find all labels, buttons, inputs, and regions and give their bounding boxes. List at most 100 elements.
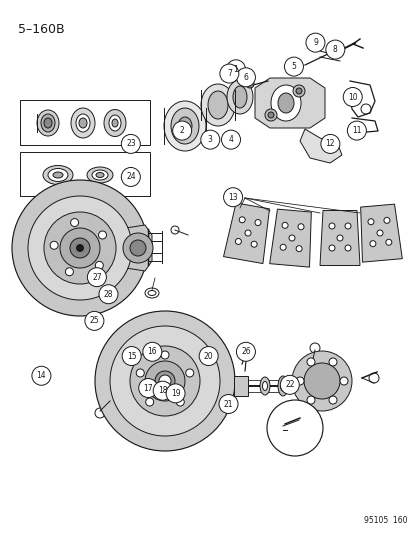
Text: 2: 2 (179, 126, 184, 135)
Circle shape (226, 60, 245, 79)
Ellipse shape (48, 168, 68, 182)
Text: 21: 21 (223, 400, 233, 408)
Circle shape (264, 109, 276, 121)
Ellipse shape (171, 108, 199, 144)
Ellipse shape (43, 166, 73, 184)
Ellipse shape (271, 85, 300, 121)
Circle shape (99, 285, 118, 304)
Ellipse shape (37, 110, 59, 136)
Circle shape (122, 346, 141, 366)
Circle shape (50, 241, 58, 249)
Circle shape (251, 241, 256, 247)
Text: 6: 6 (243, 73, 248, 82)
Circle shape (185, 369, 193, 377)
Circle shape (121, 134, 140, 154)
Ellipse shape (87, 167, 113, 183)
Circle shape (161, 377, 169, 385)
Text: 20: 20 (203, 352, 213, 360)
Text: 4: 4 (228, 135, 233, 144)
Circle shape (85, 311, 104, 330)
Text: 22: 22 (285, 381, 294, 389)
Circle shape (347, 121, 366, 140)
Text: 10: 10 (347, 93, 357, 101)
Circle shape (76, 244, 84, 252)
Text: 25: 25 (89, 317, 99, 325)
Ellipse shape (277, 93, 293, 113)
Text: 5–160B: 5–160B (18, 23, 64, 36)
Circle shape (130, 346, 199, 416)
Polygon shape (360, 204, 401, 262)
Ellipse shape (109, 115, 121, 131)
Ellipse shape (207, 91, 228, 119)
Circle shape (325, 40, 344, 59)
Circle shape (328, 358, 336, 366)
Circle shape (145, 398, 153, 406)
Polygon shape (269, 209, 311, 267)
Circle shape (87, 268, 106, 287)
Text: 3: 3 (207, 135, 212, 144)
Polygon shape (120, 225, 152, 271)
Polygon shape (223, 203, 269, 263)
Circle shape (292, 85, 304, 97)
Circle shape (159, 375, 171, 387)
Circle shape (110, 326, 219, 436)
Circle shape (239, 217, 244, 223)
Text: 19: 19 (170, 389, 180, 398)
Polygon shape (299, 129, 341, 163)
Text: 7: 7 (226, 69, 231, 78)
Ellipse shape (44, 118, 52, 128)
Text: 18: 18 (158, 386, 167, 395)
Circle shape (221, 130, 240, 149)
Ellipse shape (92, 170, 108, 180)
Ellipse shape (76, 114, 90, 132)
Circle shape (320, 134, 339, 154)
Circle shape (130, 240, 146, 256)
Circle shape (280, 375, 299, 394)
Circle shape (142, 342, 161, 361)
Circle shape (219, 64, 238, 83)
Circle shape (145, 361, 185, 401)
Text: 26: 26 (240, 348, 250, 356)
Circle shape (60, 228, 100, 268)
Polygon shape (254, 78, 324, 128)
Circle shape (383, 217, 389, 223)
Text: 14: 14 (36, 372, 46, 380)
Ellipse shape (104, 109, 126, 136)
Circle shape (70, 238, 90, 258)
Circle shape (367, 219, 373, 225)
Circle shape (344, 245, 350, 251)
Ellipse shape (164, 101, 206, 151)
Circle shape (280, 244, 285, 251)
Ellipse shape (53, 172, 63, 178)
Circle shape (295, 377, 303, 385)
Ellipse shape (201, 84, 235, 126)
Text: 17: 17 (143, 384, 153, 392)
Circle shape (303, 363, 339, 399)
Circle shape (121, 167, 140, 187)
Ellipse shape (79, 118, 87, 128)
Circle shape (291, 351, 351, 411)
Circle shape (328, 245, 334, 251)
Circle shape (306, 358, 314, 366)
Text: 27: 27 (92, 273, 102, 281)
Ellipse shape (259, 377, 269, 395)
Circle shape (95, 311, 235, 451)
Circle shape (136, 369, 144, 377)
Circle shape (154, 371, 175, 391)
Circle shape (284, 57, 303, 76)
Circle shape (344, 223, 350, 229)
Circle shape (336, 235, 342, 241)
Circle shape (254, 220, 260, 225)
Ellipse shape (178, 117, 192, 135)
Circle shape (328, 396, 336, 404)
Circle shape (281, 222, 287, 228)
Circle shape (12, 180, 147, 316)
Text: 1: 1 (233, 65, 238, 74)
Bar (20, 100, 150, 145)
Circle shape (172, 121, 191, 140)
Text: 12: 12 (325, 140, 334, 148)
Circle shape (65, 268, 73, 276)
Text: 5: 5 (291, 62, 296, 71)
Circle shape (376, 230, 382, 236)
Polygon shape (319, 211, 359, 265)
